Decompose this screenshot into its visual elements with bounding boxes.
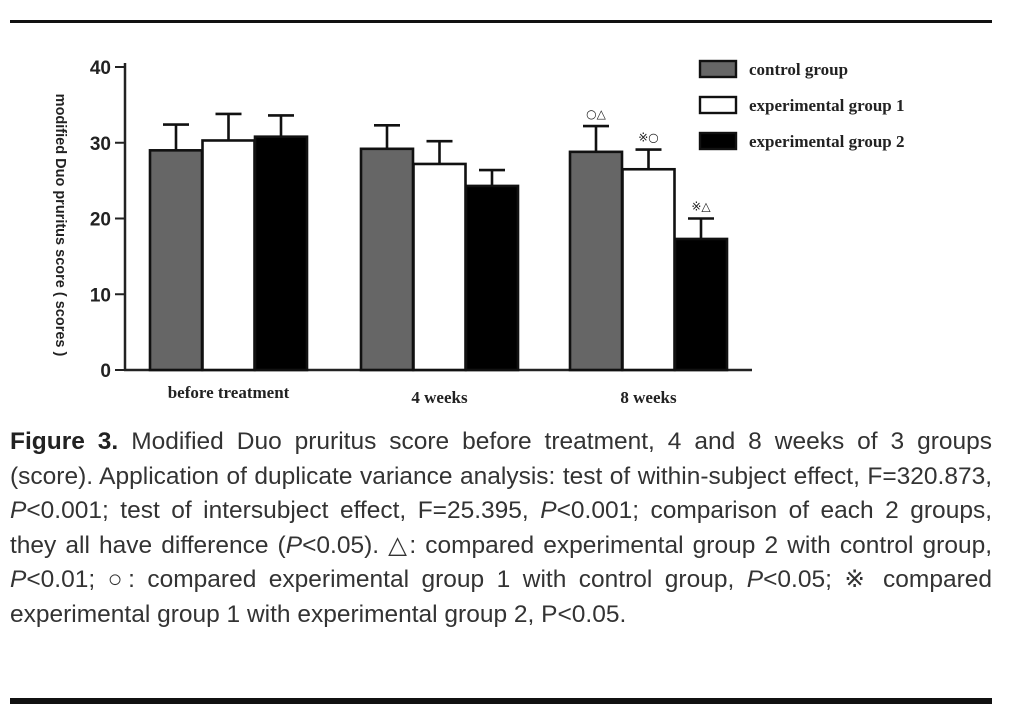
y-tick-label: 40 <box>90 58 111 79</box>
caption-text: Modified Duo pruritus score before treat… <box>10 428 993 490</box>
bar <box>673 237 729 372</box>
top-rule <box>10 20 992 23</box>
bar <box>412 162 467 372</box>
bar-chart: 0 10 20 30 40 modified Duo pruritus score ( s… <box>52 58 905 407</box>
p-symbol: P <box>285 531 303 559</box>
plot-area: 0 10 20 30 40 modified Duo pruritus score ( s… <box>52 58 905 407</box>
caption-text: : compared experimental group 2 with con… <box>409 531 993 559</box>
caption-text: <0.05). <box>302 531 389 559</box>
p-symbol: P <box>540 497 557 524</box>
triangle-symbol: △ <box>388 531 410 559</box>
bar <box>148 149 204 372</box>
legend-swatch <box>698 131 738 151</box>
p-symbol: P <box>10 566 27 593</box>
figure-caption: Figure 3. Modified Duo pruritus score be… <box>10 425 992 632</box>
caption-text: : compared experimental group 1 with con… <box>128 566 747 593</box>
y-tick-label: 10 <box>90 285 111 306</box>
bar <box>359 147 415 372</box>
legend-swatch <box>698 95 738 115</box>
caption-text: <0.01; <box>26 566 108 593</box>
significance-mark: ○△ <box>586 107 606 121</box>
y-tick-label: 0 <box>100 361 111 382</box>
bottom-rule <box>10 698 992 704</box>
bar <box>621 167 676 372</box>
bar <box>253 135 309 372</box>
p-symbol: P <box>746 566 764 593</box>
bar <box>464 184 520 372</box>
x-tick-label: before treatment <box>168 383 290 402</box>
significance-mark: ※○ <box>638 131 659 145</box>
x-tick-label: 4 weeks <box>411 388 468 407</box>
x-tick-label: 8 weeks <box>620 388 677 407</box>
y-tick-label: 30 <box>90 134 111 155</box>
figure-label: Figure 3. <box>10 428 119 455</box>
y-axis-label: modified Duo pruritus score ( scores ) <box>52 94 68 357</box>
bar <box>568 150 624 372</box>
legend-swatch <box>698 59 738 79</box>
caption-text: <0.001; test of intersubject effect, F=2… <box>26 497 541 524</box>
p-symbol: P <box>10 497 27 524</box>
bar <box>201 139 256 372</box>
reference-mark-symbol: ※ <box>844 566 871 593</box>
significance-mark: ※△ <box>691 200 711 214</box>
legend-label: control group <box>749 60 848 79</box>
legend-label: experimental group 2 <box>749 132 905 151</box>
caption-text: compared experimental group 1 with exper… <box>10 566 992 628</box>
circle-symbol: ○ <box>107 566 129 593</box>
caption-text: <0.001; comparison of each 2 groups, the… <box>10 497 992 559</box>
legend-label: experimental group 1 <box>749 96 905 115</box>
y-tick-label: 20 <box>90 210 111 231</box>
caption-text: <0.05; <box>763 566 845 593</box>
